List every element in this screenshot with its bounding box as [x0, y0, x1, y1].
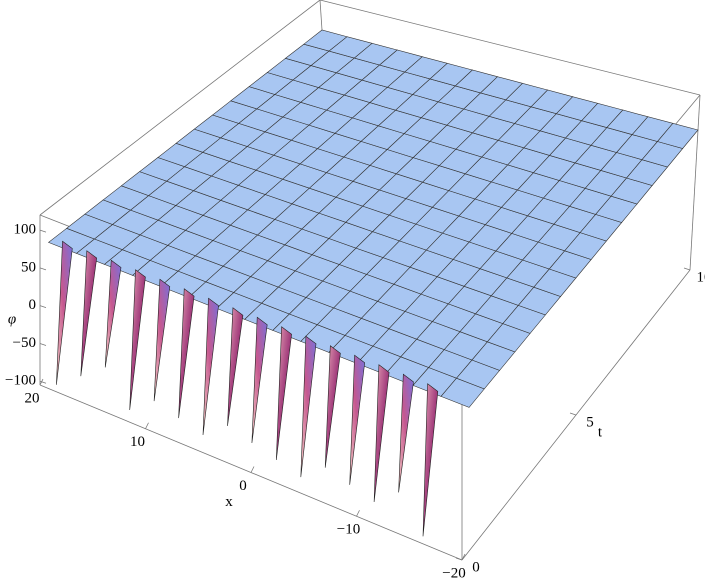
x-tick-label: 10	[130, 434, 145, 450]
z-tick	[39, 343, 47, 346]
z-tick	[39, 229, 47, 233]
x-tick	[356, 510, 360, 517]
x-tick	[461, 553, 466, 561]
box-edge	[39, 0, 321, 216]
surface-spike	[422, 383, 439, 537]
surface-spike	[227, 307, 244, 427]
y-tick-label: 0	[472, 559, 480, 575]
surface-spike	[104, 259, 122, 368]
x-tick-label: 20	[25, 390, 40, 406]
surface-spike	[300, 335, 317, 478]
z-tick-label: 50	[21, 259, 36, 275]
z-tick	[39, 380, 47, 384]
x-tick	[145, 422, 149, 429]
z-tick-label: −100	[5, 373, 36, 389]
y-axis-label: t	[598, 424, 603, 440]
y-tick-label: 10	[697, 269, 705, 285]
z-axis-label: φ	[8, 311, 16, 327]
y-tick-label: 5	[586, 414, 594, 430]
z-tick	[39, 305, 47, 309]
surface-patch	[656, 122, 699, 149]
x-tick-label: −10	[337, 522, 360, 538]
surface-spike	[153, 278, 171, 402]
surface-spike	[324, 345, 341, 468]
surface-spike	[251, 316, 268, 444]
z-tick	[39, 267, 47, 271]
surface-spike	[202, 297, 219, 436]
z-tick-label: −50	[13, 335, 36, 351]
surface-spike	[373, 364, 390, 503]
y-tick	[569, 412, 577, 416]
surface-spike	[56, 240, 73, 385]
x-tick-label: 0	[239, 478, 247, 494]
surface-spike	[129, 269, 146, 411]
surface-spike	[276, 326, 292, 461]
z-tick-label: 0	[29, 297, 37, 313]
x-axis-label: x	[225, 494, 233, 510]
z-tick-label: 100	[14, 222, 37, 238]
surface-spike	[349, 354, 366, 485]
box-edge	[689, 94, 701, 271]
surface-spike	[398, 373, 414, 493]
box-edge	[319, 0, 701, 96]
x-tick	[250, 466, 255, 473]
y-tick	[455, 557, 463, 561]
x-tick-label: −20	[442, 565, 465, 581]
y-tick	[683, 267, 691, 271]
surface-spike	[178, 288, 195, 419]
surface	[47, 29, 699, 537]
surface-spike	[80, 250, 98, 377]
